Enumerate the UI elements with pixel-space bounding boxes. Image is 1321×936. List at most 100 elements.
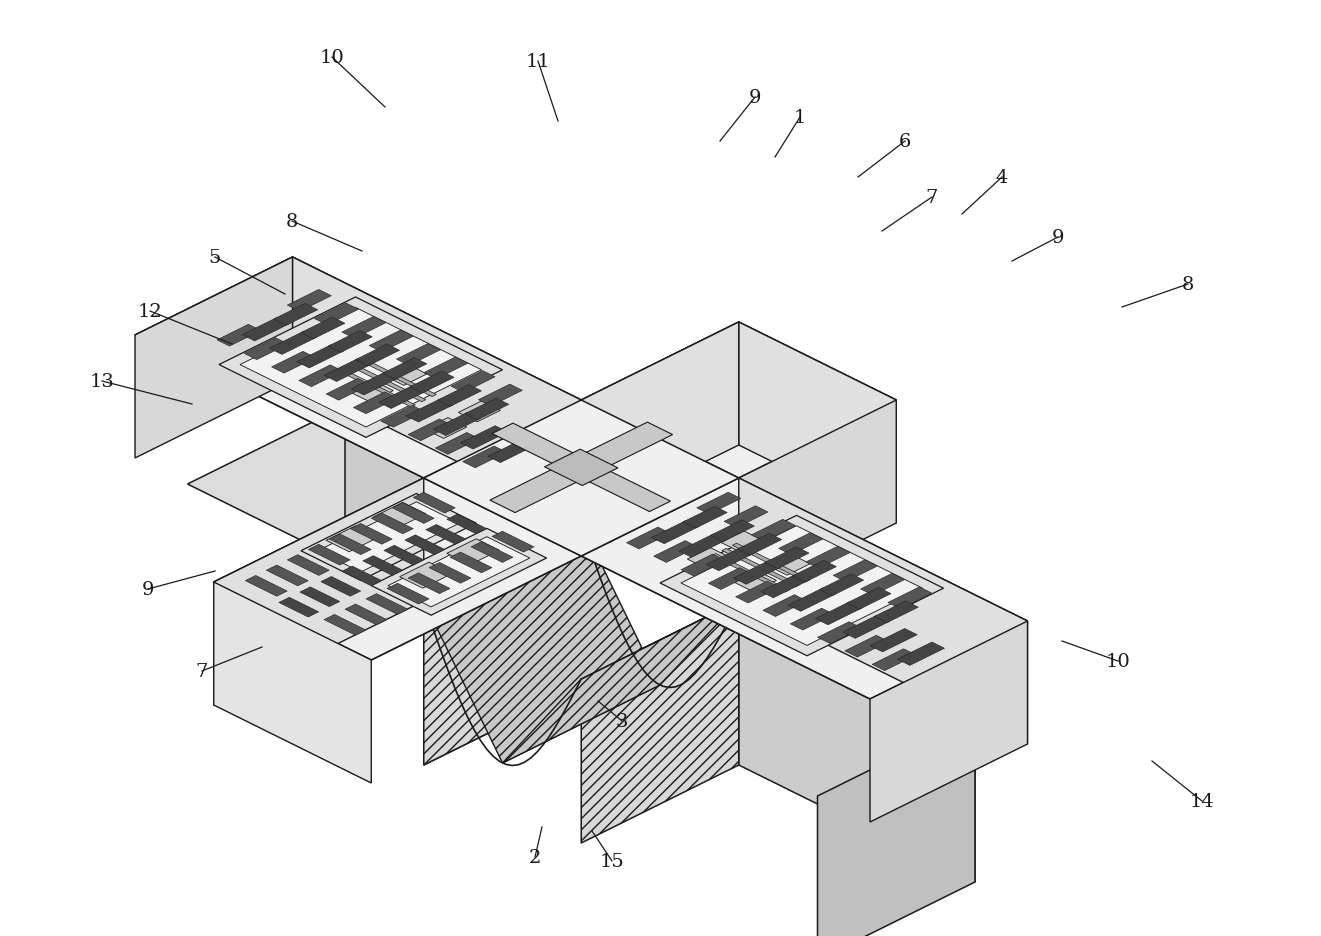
Polygon shape bbox=[843, 615, 890, 638]
Polygon shape bbox=[765, 548, 808, 569]
Text: 12: 12 bbox=[137, 302, 162, 321]
Polygon shape bbox=[752, 519, 795, 542]
Polygon shape bbox=[502, 601, 738, 763]
Polygon shape bbox=[244, 339, 288, 360]
Polygon shape bbox=[450, 552, 491, 573]
Polygon shape bbox=[408, 573, 450, 594]
Polygon shape bbox=[246, 576, 287, 596]
Polygon shape bbox=[437, 386, 481, 407]
Polygon shape bbox=[214, 582, 371, 783]
Polygon shape bbox=[682, 526, 922, 646]
Polygon shape bbox=[581, 323, 896, 478]
Polygon shape bbox=[544, 449, 618, 486]
Polygon shape bbox=[487, 440, 535, 463]
Text: 10: 10 bbox=[1106, 652, 1131, 670]
Polygon shape bbox=[214, 478, 424, 705]
Polygon shape bbox=[626, 528, 671, 549]
Polygon shape bbox=[396, 344, 440, 366]
Polygon shape bbox=[871, 622, 1028, 822]
Polygon shape bbox=[387, 584, 429, 605]
Polygon shape bbox=[737, 534, 782, 556]
Polygon shape bbox=[789, 589, 835, 611]
Polygon shape bbox=[711, 520, 754, 542]
Polygon shape bbox=[581, 323, 896, 478]
Text: 3: 3 bbox=[616, 712, 629, 730]
Text: 9: 9 bbox=[749, 89, 761, 107]
Polygon shape bbox=[301, 317, 345, 340]
Polygon shape bbox=[736, 581, 779, 604]
Text: 14: 14 bbox=[1190, 792, 1214, 811]
Polygon shape bbox=[871, 629, 917, 652]
Polygon shape bbox=[712, 554, 789, 592]
Polygon shape bbox=[708, 568, 753, 590]
Polygon shape bbox=[328, 331, 373, 353]
Polygon shape bbox=[732, 544, 810, 582]
Polygon shape bbox=[406, 400, 453, 422]
Polygon shape bbox=[338, 369, 415, 407]
Polygon shape bbox=[450, 372, 495, 393]
Polygon shape bbox=[433, 413, 481, 436]
Polygon shape bbox=[342, 317, 386, 339]
Polygon shape bbox=[297, 345, 343, 369]
Polygon shape bbox=[219, 298, 502, 438]
Polygon shape bbox=[654, 541, 697, 563]
Polygon shape bbox=[358, 358, 436, 397]
Polygon shape bbox=[350, 524, 392, 545]
Polygon shape bbox=[764, 595, 807, 617]
Polygon shape bbox=[446, 539, 499, 565]
Polygon shape bbox=[581, 601, 738, 843]
Polygon shape bbox=[369, 330, 413, 353]
Polygon shape bbox=[888, 587, 931, 609]
Polygon shape bbox=[354, 392, 398, 415]
Polygon shape bbox=[345, 406, 581, 687]
Polygon shape bbox=[651, 520, 699, 544]
Polygon shape bbox=[761, 575, 808, 598]
Polygon shape bbox=[721, 532, 764, 552]
Text: 6: 6 bbox=[898, 133, 911, 151]
Polygon shape bbox=[845, 636, 889, 657]
Polygon shape bbox=[581, 478, 1028, 699]
Polygon shape bbox=[461, 426, 507, 449]
Polygon shape bbox=[342, 566, 382, 586]
Polygon shape bbox=[818, 718, 975, 936]
Polygon shape bbox=[425, 525, 466, 545]
Polygon shape bbox=[815, 602, 863, 625]
Polygon shape bbox=[269, 331, 317, 355]
Text: 15: 15 bbox=[600, 852, 625, 870]
Text: 1: 1 bbox=[794, 109, 806, 127]
Polygon shape bbox=[424, 523, 581, 766]
Text: 13: 13 bbox=[90, 373, 115, 390]
Polygon shape bbox=[491, 532, 534, 552]
Polygon shape bbox=[834, 561, 877, 582]
Polygon shape bbox=[790, 608, 835, 630]
Polygon shape bbox=[135, 257, 581, 478]
Polygon shape bbox=[383, 358, 427, 380]
Polygon shape bbox=[279, 598, 318, 618]
Polygon shape bbox=[217, 325, 262, 346]
Polygon shape bbox=[272, 352, 316, 373]
Text: 8: 8 bbox=[1182, 276, 1194, 294]
Polygon shape bbox=[351, 373, 399, 396]
Polygon shape bbox=[458, 402, 501, 422]
Polygon shape bbox=[299, 365, 343, 388]
Polygon shape bbox=[465, 399, 509, 420]
Polygon shape bbox=[875, 601, 918, 623]
Polygon shape bbox=[371, 514, 413, 534]
Polygon shape bbox=[490, 423, 672, 513]
Polygon shape bbox=[351, 382, 394, 402]
Polygon shape bbox=[324, 358, 371, 382]
Polygon shape bbox=[135, 257, 581, 478]
Polygon shape bbox=[292, 257, 581, 523]
Polygon shape bbox=[723, 548, 799, 587]
Text: 4: 4 bbox=[996, 168, 1008, 187]
Polygon shape bbox=[424, 523, 660, 763]
Polygon shape bbox=[135, 257, 292, 459]
Text: 10: 10 bbox=[320, 49, 345, 67]
Polygon shape bbox=[374, 503, 425, 529]
Polygon shape bbox=[329, 534, 371, 555]
Polygon shape bbox=[267, 565, 308, 586]
Polygon shape bbox=[724, 506, 768, 528]
Polygon shape bbox=[819, 575, 864, 596]
Polygon shape bbox=[345, 605, 387, 625]
Polygon shape bbox=[371, 529, 547, 616]
